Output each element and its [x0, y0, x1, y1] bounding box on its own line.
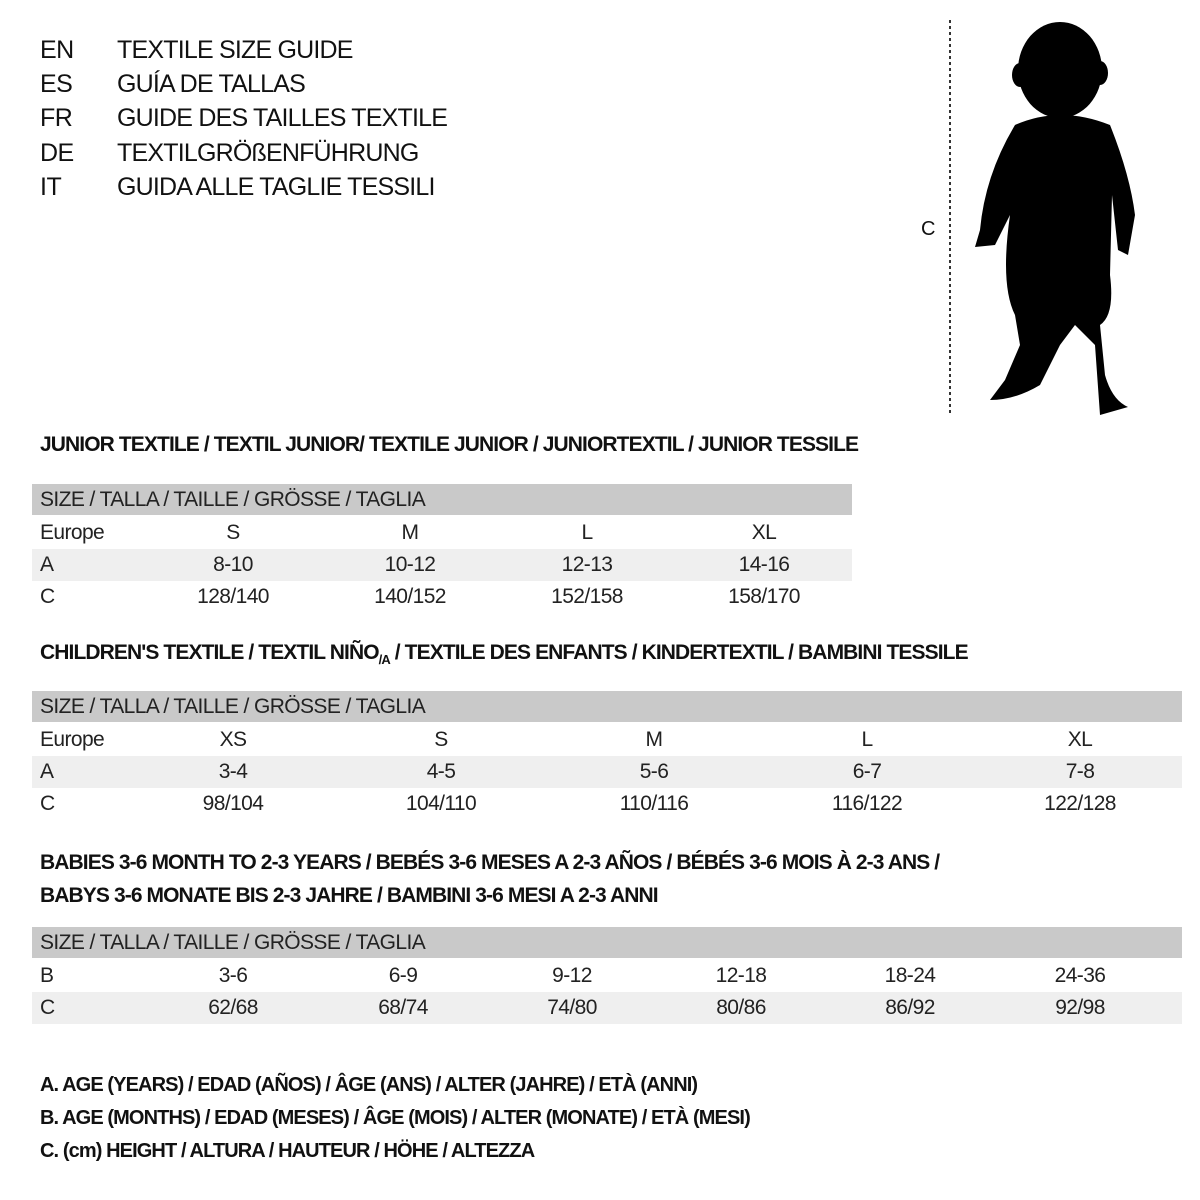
babies-section-title-line2: BABYS 3-6 MONATE BIS 2-3 JAHRE / BAMBINI…: [40, 884, 659, 907]
title-subscript: /A: [378, 652, 391, 668]
row-label: C: [40, 792, 55, 815]
cell: 14-16: [738, 553, 790, 576]
cell: 80/86: [716, 996, 766, 1019]
cell: 128/140: [197, 585, 269, 608]
title-part: / TEXTILE DES ENFANTS / KINDERTEXTIL / B…: [389, 641, 969, 664]
cell: 152/158: [551, 585, 623, 608]
cell: 6-9: [388, 964, 418, 987]
cell: 9-12: [552, 964, 592, 987]
table-row: Europe S M L XL: [32, 517, 852, 549]
row-label: B: [40, 964, 54, 987]
lang-title: GUIDE DES TAILLES TEXTILE: [117, 104, 448, 132]
lang-code: ES: [40, 70, 73, 98]
table-row: A 3-4 4-5 5-6 6-7 7-8: [32, 756, 1182, 788]
cell: 104/110: [405, 792, 477, 815]
row-label: Europe: [40, 728, 105, 751]
lang-code: FR: [40, 104, 73, 132]
junior-section-title: JUNIOR TEXTILE / TEXTIL JUNIOR/ TEXTILE …: [40, 433, 859, 456]
cell: 7-8: [1065, 760, 1095, 783]
cell: 5-6: [639, 760, 669, 783]
table-row: A 8-10 10-12 12-13 14-16: [32, 549, 852, 581]
cell: 6-7: [852, 760, 882, 783]
cell: 12-18: [715, 964, 767, 987]
cell: 92/98: [1055, 996, 1105, 1019]
header-label: SIZE / TALLA / TAILLE / GRÖSSE / TAGLIA: [40, 488, 426, 511]
children-section-title: CHILDREN'S TEXTILE / TEXTIL NIÑO/A / TEX…: [40, 641, 969, 668]
row-label: A: [40, 553, 54, 576]
cell: 98/104: [202, 792, 264, 815]
cell: 122/128: [1044, 792, 1116, 815]
cell: 3-4: [218, 760, 248, 783]
cell: XL: [1067, 728, 1093, 751]
cell: 110/116: [619, 792, 689, 815]
table-row: C 62/68 68/74 74/80 80/86 86/92 92/98: [32, 992, 1182, 1024]
cell: 86/92: [885, 996, 935, 1019]
table-header-row: SIZE / TALLA / TAILLE / GRÖSSE / TAGLIA: [32, 484, 852, 515]
legend-c: C. (cm) HEIGHT / ALTURA / HAUTEUR / HÖHE…: [40, 1140, 535, 1162]
child-silhouette-icon: [949, 20, 1135, 415]
row-label: Europe: [40, 521, 105, 544]
table-header-row: SIZE / TALLA / TAILLE / GRÖSSE / TAGLIA: [32, 691, 1182, 722]
cell: 140/152: [374, 585, 446, 608]
cell: 8-10: [213, 553, 253, 576]
lang-title: GUÍA DE TALLAS: [117, 70, 306, 98]
table-row: B 3-6 6-9 9-12 12-18 18-24 24-36: [32, 960, 1182, 992]
legend-b: B. AGE (MONTHS) / EDAD (MESES) / ÂGE (MO…: [40, 1107, 751, 1129]
row-label: C: [40, 996, 55, 1019]
table-row: C 98/104 104/110 110/116 116/122 122/128: [32, 788, 1182, 820]
lang-title: TEXTILE SIZE GUIDE: [117, 36, 353, 64]
cell: 116/122: [831, 792, 903, 815]
cell: S: [226, 521, 240, 544]
lang-title: TEXTILGRÖßENFÜHRUNG: [117, 139, 419, 167]
table-row: Europe XS S M L XL: [32, 724, 1182, 756]
cell: 12-13: [561, 553, 613, 576]
junior-size-table: SIZE / TALLA / TAILLE / GRÖSSE / TAGLIA …: [32, 484, 852, 613]
cell: 158/170: [728, 585, 800, 608]
cell: M: [401, 521, 420, 544]
title-part: CHILDREN'S TEXTILE / TEXTIL NIÑO: [40, 641, 380, 664]
cell: 18-24: [884, 964, 936, 987]
table-header-row: SIZE / TALLA / TAILLE / GRÖSSE / TAGLIA: [32, 927, 1182, 958]
cell: L: [581, 521, 593, 544]
cell: 62/68: [208, 996, 258, 1019]
cell: 10-12: [384, 553, 436, 576]
cell: XS: [219, 728, 247, 751]
table-row: C 128/140 140/152 152/158 158/170: [32, 581, 852, 613]
cell: L: [861, 728, 873, 751]
cell: 74/80: [547, 996, 597, 1019]
cell: 3-6: [218, 964, 248, 987]
lang-code: IT: [40, 173, 62, 201]
children-size-table: SIZE / TALLA / TAILLE / GRÖSSE / TAGLIA …: [32, 691, 1182, 820]
cell: XL: [751, 521, 777, 544]
lang-code: EN: [40, 36, 74, 64]
cell: 4-5: [426, 760, 456, 783]
row-label: A: [40, 760, 54, 783]
cell: 24-36: [1054, 964, 1106, 987]
lang-title: GUIDA ALLE TAGLIE TESSILI: [117, 173, 435, 201]
lang-code: DE: [40, 139, 74, 167]
legend-a: A. AGE (YEARS) / EDAD (AÑOS) / ÂGE (ANS)…: [40, 1074, 698, 1096]
row-label: C: [40, 585, 55, 608]
header-label: SIZE / TALLA / TAILLE / GRÖSSE / TAGLIA: [40, 695, 426, 718]
babies-section-title: BABIES 3-6 MONTH TO 2-3 YEARS / BEBÉS 3-…: [40, 851, 940, 874]
cell: 68/74: [378, 996, 428, 1019]
babies-size-table: SIZE / TALLA / TAILLE / GRÖSSE / TAGLIA …: [32, 927, 1182, 1024]
cell: M: [645, 728, 664, 751]
header-label: SIZE / TALLA / TAILLE / GRÖSSE / TAGLIA: [40, 931, 426, 954]
measure-label-c: C: [921, 218, 935, 240]
cell: S: [434, 728, 448, 751]
